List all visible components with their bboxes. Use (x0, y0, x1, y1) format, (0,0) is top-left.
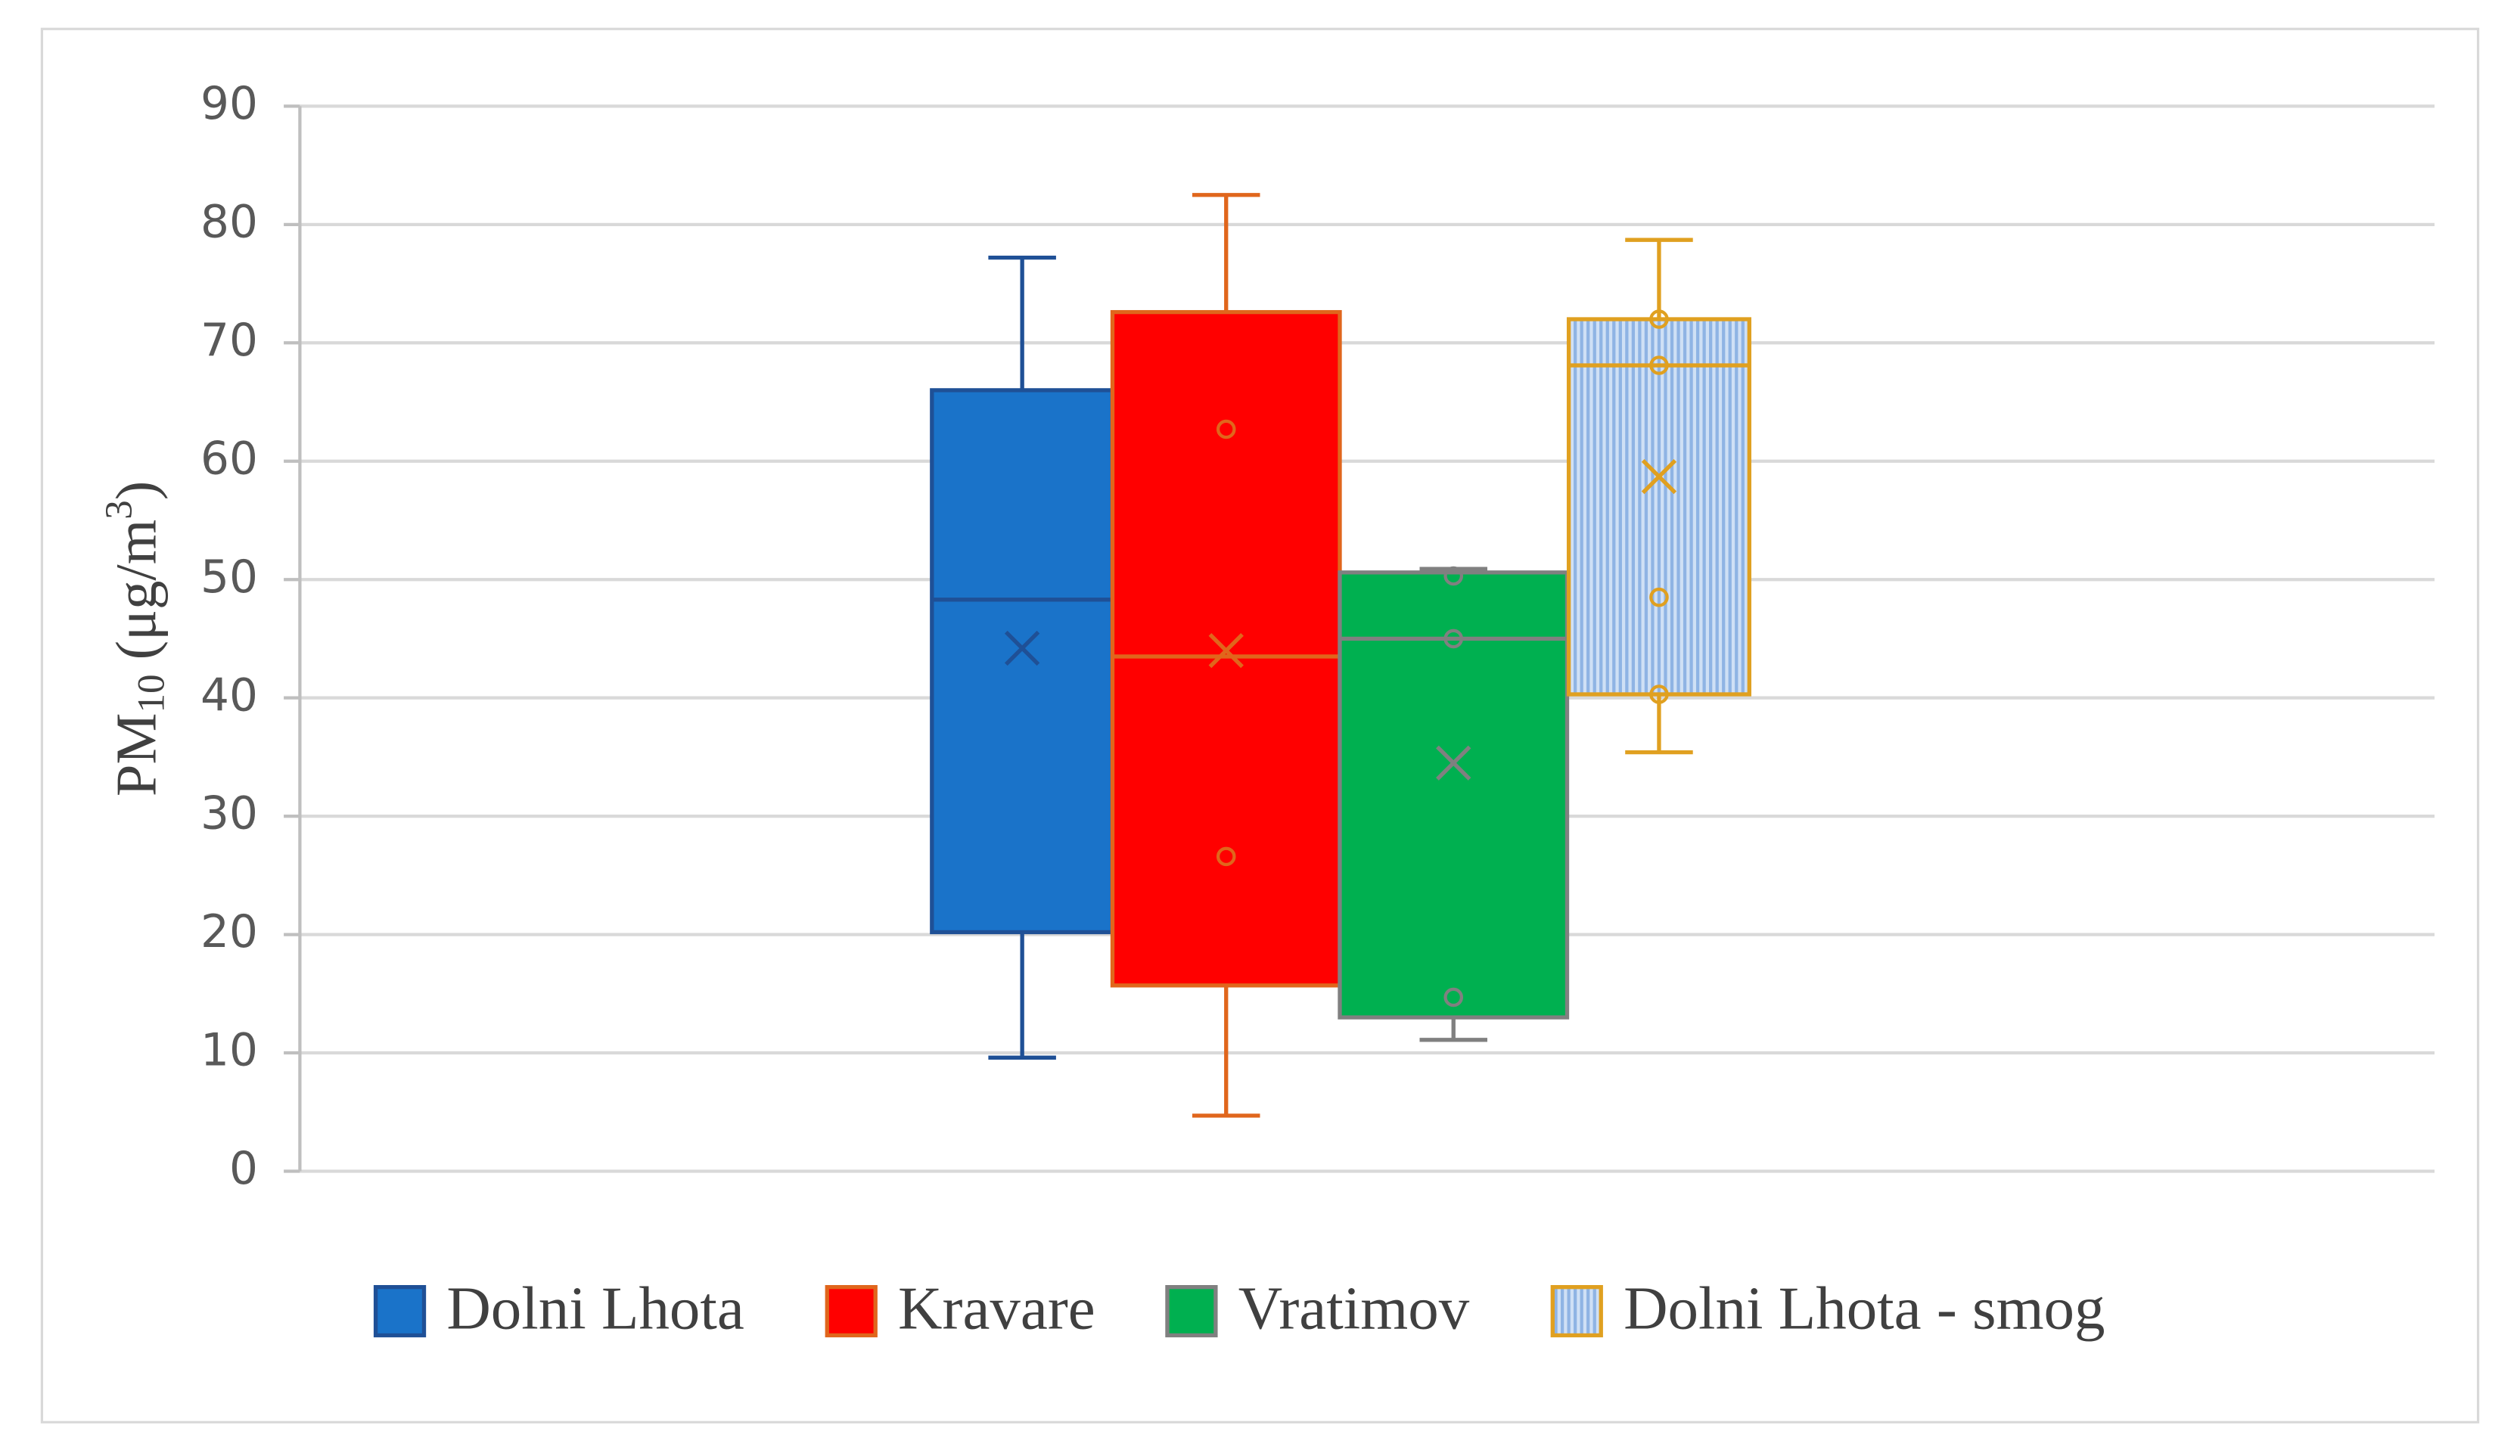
legend-label: Vratimov (1238, 1274, 1470, 1342)
y-tick-label: 40 (200, 669, 258, 722)
point (1649, 309, 1669, 329)
legend-label: Kravare (898, 1274, 1095, 1342)
y-tick-label: 70 (200, 315, 258, 367)
point (1443, 629, 1464, 649)
y-tick-label: 10 (200, 1025, 258, 1077)
point (1216, 846, 1236, 867)
y-tick-label: 30 (200, 788, 258, 840)
point (1649, 587, 1669, 607)
y-tick-label: 50 (200, 551, 258, 604)
legend-swatch (1165, 1284, 1218, 1338)
y-tick-label: 90 (200, 78, 258, 130)
point (1649, 685, 1669, 704)
y-tick-label: 20 (200, 906, 258, 958)
box (930, 388, 1115, 935)
mean-marker (1208, 632, 1244, 669)
y-tick-label: 0 (229, 1143, 258, 1195)
mean-marker (1436, 745, 1471, 781)
point (1443, 566, 1464, 586)
legend-swatch (1550, 1284, 1603, 1338)
legend-label: Dolni Lhota (446, 1274, 744, 1342)
mean-marker (1004, 630, 1040, 666)
point (1443, 987, 1464, 1007)
y-axis-label: PM10 (μg/m3) (98, 481, 173, 796)
box (1566, 317, 1751, 697)
legend-swatch (373, 1284, 427, 1338)
legend-swatch (825, 1284, 878, 1338)
mean-marker (1641, 458, 1677, 495)
y-tick-label: 60 (200, 433, 258, 485)
point (1649, 355, 1669, 375)
y-tick-label: 80 (200, 196, 258, 248)
legend-label: Dolni Lhota - smog (1624, 1274, 2105, 1342)
point (1216, 419, 1236, 439)
